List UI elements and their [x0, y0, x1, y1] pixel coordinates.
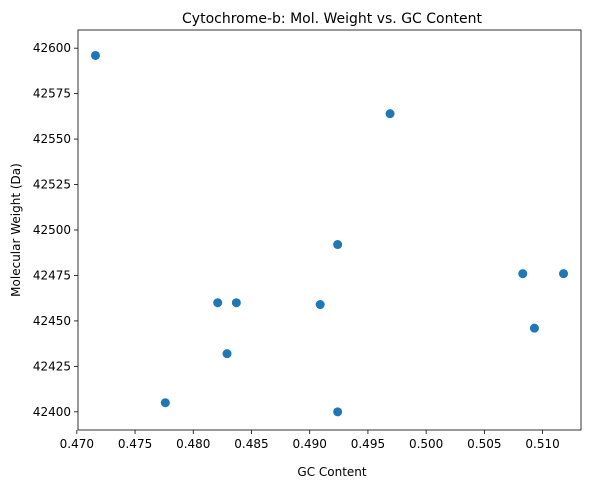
y-axis: 42400 42425 42450 42475 42500 42525 42550 42575… — [33, 41, 78, 419]
y-tick-label: 42425 — [33, 359, 71, 373]
y-tick-label: 42550 — [33, 132, 71, 146]
y-tick-label: 42475 — [33, 268, 71, 282]
data-point — [385, 109, 395, 119]
chart-title: Cytochrome-b: Mol. Weight vs. GC Content — [182, 11, 482, 27]
data-point — [222, 349, 232, 359]
data-point — [333, 240, 343, 250]
x-tick-label: 0.475 — [118, 437, 152, 451]
x-tick-label: 0.495 — [351, 437, 385, 451]
x-tick-label: 0.490 — [293, 437, 327, 451]
data-point — [90, 50, 100, 60]
data-point — [518, 269, 528, 279]
data-points — [90, 50, 569, 417]
x-tick-label: 0.485 — [234, 437, 268, 451]
x-tick-label: 0.500 — [409, 437, 443, 451]
y-tick-label: 42600 — [33, 41, 71, 55]
y-tick-label: 42450 — [33, 314, 71, 328]
data-point — [231, 298, 241, 308]
x-tick-label: 0.480 — [176, 437, 210, 451]
y-tick-label: 42525 — [33, 178, 71, 192]
x-tick-label: 0.470 — [60, 437, 94, 451]
data-point — [559, 269, 569, 279]
x-axis-label: GC Content — [297, 465, 367, 479]
y-tick-label: 42400 — [33, 405, 71, 419]
plot-frame — [77, 29, 582, 431]
y-tick-label: 42575 — [33, 87, 71, 101]
y-axis-label: Molecular Weight (Da) — [9, 163, 23, 297]
y-tick-label: 42500 — [33, 223, 71, 237]
x-axis: 0.470 0.475 0.480 0.485 0.490 0.495 0.500 0.505… — [60, 430, 560, 451]
data-point — [315, 300, 325, 310]
data-point — [333, 407, 343, 417]
data-point — [529, 323, 539, 333]
x-tick-label: 0.505 — [467, 437, 501, 451]
data-point — [160, 398, 170, 408]
data-point — [213, 298, 223, 308]
x-tick-label: 0.510 — [525, 437, 559, 451]
